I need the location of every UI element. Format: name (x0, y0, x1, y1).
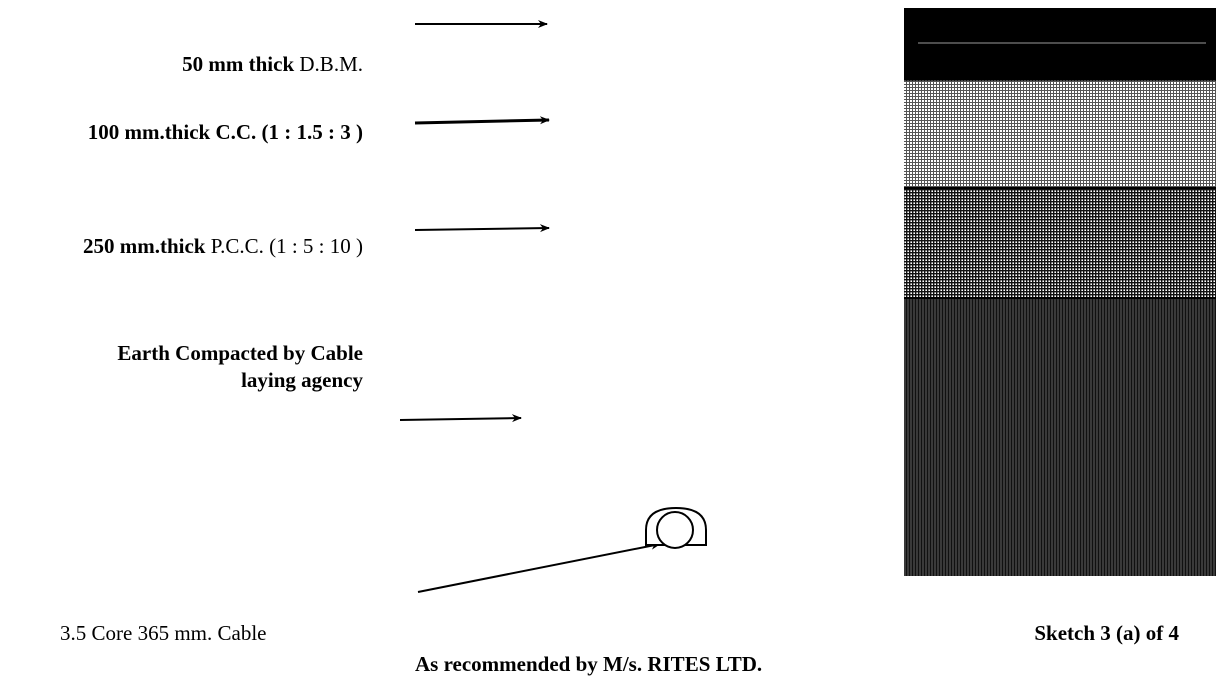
arrow-pcc (414, 224, 550, 233)
arrow-earth (399, 414, 522, 423)
label-earth: Earth Compacted by Cable laying agency (113, 340, 363, 394)
cable-label: 3.5 Core 365 mm. Cable (60, 621, 267, 645)
label-cc: 100 mm.thick C.C. (1 : 1.5 : 3 ) (0, 119, 363, 146)
arrow-cable (417, 541, 661, 593)
layer-cc (904, 80, 1216, 188)
layer-pcc (904, 188, 1216, 298)
label-pcc-text: P.C.C. (1 : 5 : 10 ) (205, 234, 363, 258)
label-pcc-bold: 250 mm.thick (82, 234, 206, 258)
label-dbm-text: D.B.M. (294, 52, 363, 76)
arrow-cc (414, 116, 550, 125)
layer-earth (904, 298, 1216, 576)
label-earth-bold: Earth Compacted by Cable laying agency (117, 341, 363, 392)
layer-dbm (904, 8, 1216, 80)
sketch-number: Sketch 3 (a) of 4 (1034, 621, 1179, 645)
cable-icon (645, 506, 707, 549)
label-cc-bold: 100 mm.thick C.C. (1 : 1.5 : 3 ) (87, 120, 363, 144)
label-dbm: 50 mm thick D.B.M. (43, 51, 363, 78)
label-pcc: 250 mm.thick P.C.C. (1 : 5 : 10 ) (0, 233, 363, 260)
label-dbm-bold: 50 mm thick (182, 52, 295, 76)
recommendation-note: As recommended by M/s. RITES LTD. (415, 652, 763, 676)
